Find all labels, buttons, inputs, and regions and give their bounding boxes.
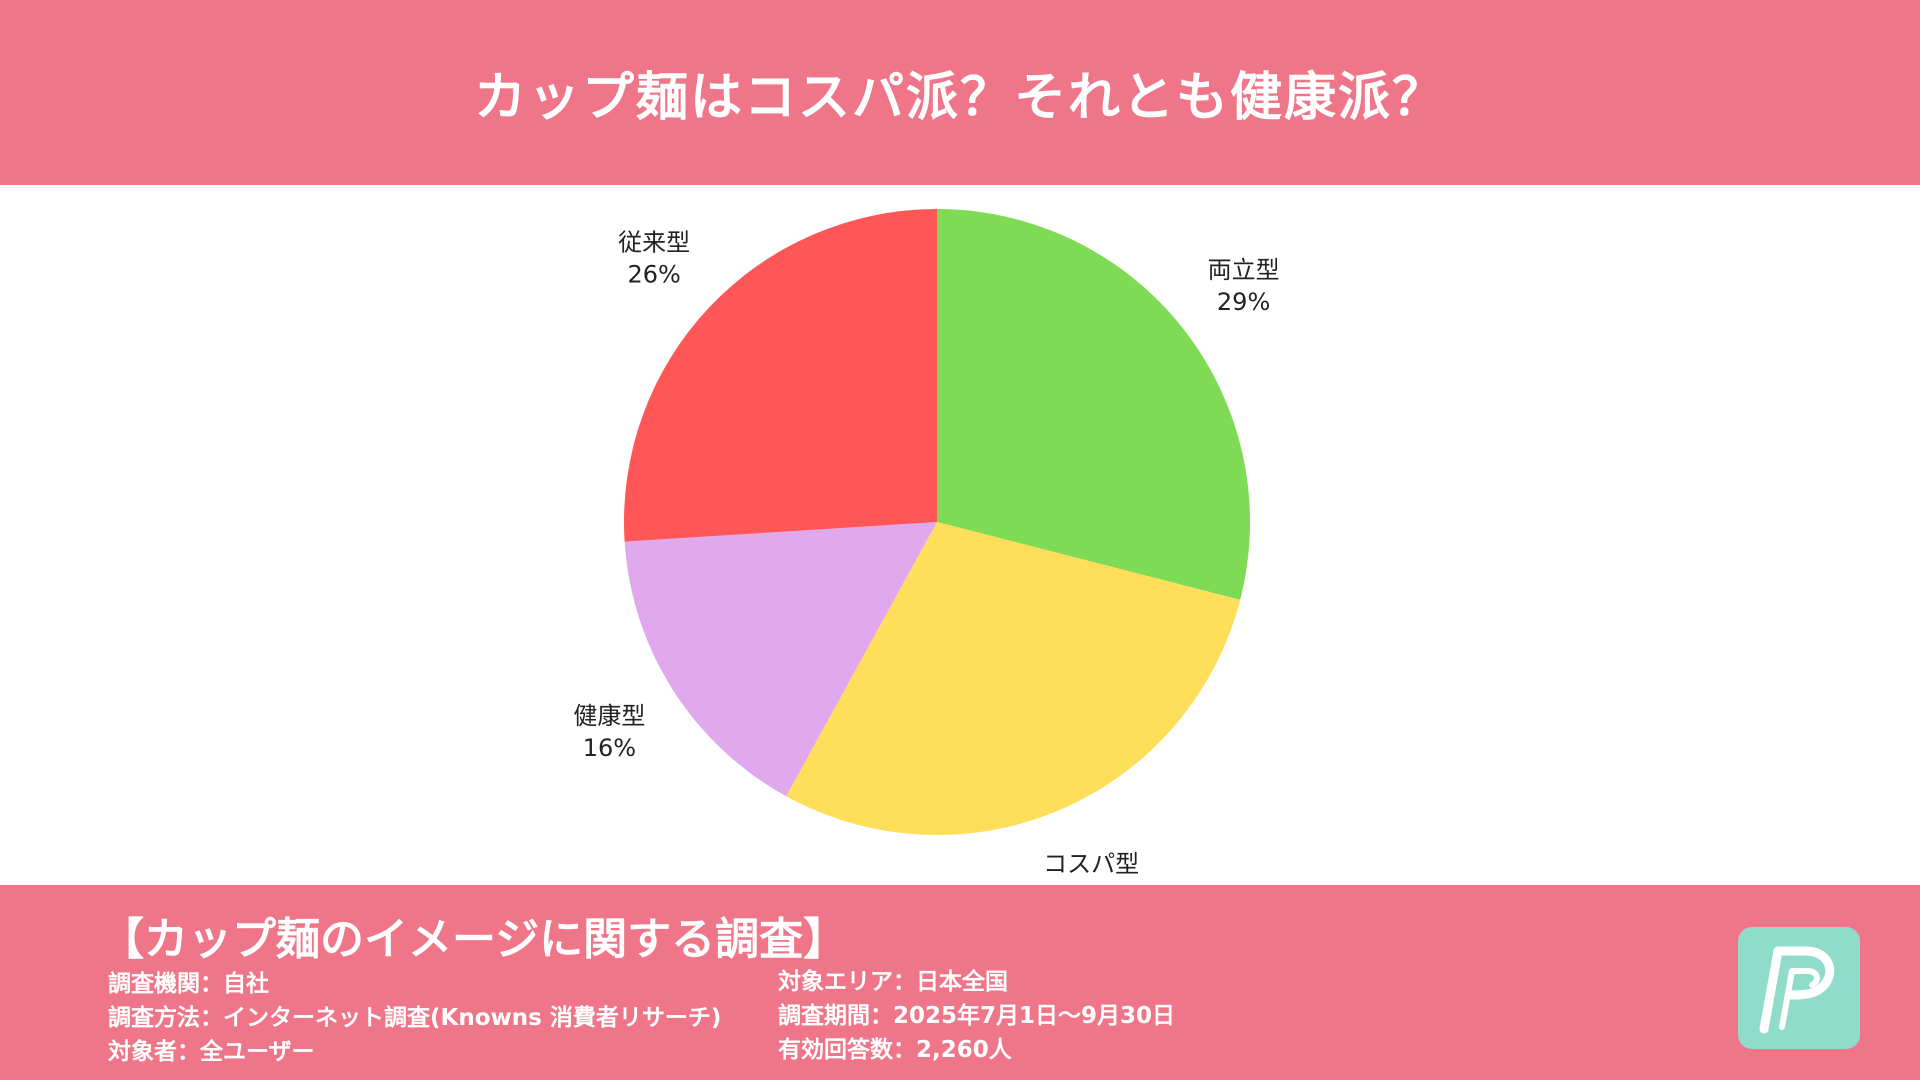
survey-info-left: 調査機関：自社 調査方法：インターネット調査(Knowns 消費者リサーチ) 対… (108, 967, 721, 1069)
pie-slice-ryoritsu (937, 209, 1250, 600)
slice-label-kenko: 健康型 (573, 702, 645, 730)
survey-area: 対象エリア：日本全国 (778, 969, 1008, 995)
pie-chart: 両立型 29% コスパ型 29% 健康型 16% 従来型 26% (573, 209, 1280, 885)
pie-slice-jurai (624, 209, 937, 542)
survey-respondents: 有効回答数：2,260人 (778, 1037, 1012, 1063)
footer-band: 【カップ麺のイメージに関する調査】 調査機関：自社 調査方法：インターネット調査… (0, 885, 1920, 1080)
p-logo-icon (1738, 927, 1860, 1049)
survey-info-right: 対象エリア：日本全国 調査期間：2025年7月1日〜9月30日 有効回答数：2,… (778, 965, 1175, 1067)
slice-value-kenko: 16% (583, 734, 636, 762)
slice-value-ryoritsu: 29% (1217, 288, 1270, 316)
survey-org: 調査機関：自社 (108, 971, 269, 997)
slice-label-ryoritsu: 両立型 (1208, 256, 1280, 284)
slice-label-jurai: 従来型 (618, 228, 690, 256)
slice-value-jurai: 26% (627, 260, 680, 288)
slice-label-cospa: コスパ型 (1043, 850, 1139, 878)
survey-target: 対象者：全ユーザー (108, 1039, 315, 1065)
pie-slice-cospa (786, 522, 1241, 835)
survey-title: 【カップ麺のイメージに関する調査】 (100, 914, 848, 965)
chart-title: カップ麺はコスパ派？それとも健康派？ (473, 68, 1446, 128)
slice-value-cospa: 29% (1064, 882, 1117, 885)
survey-period: 調査期間：2025年7月1日〜9月30日 (778, 1003, 1176, 1029)
chart-area: 両立型 29% コスパ型 29% 健康型 16% 従来型 26% (0, 185, 1920, 885)
header-band: カップ麺はコスパ派？それとも健康派？ (0, 0, 1920, 185)
survey-method: 調査方法：インターネット調査(Knowns 消費者リサーチ) (108, 1005, 722, 1031)
pie-slice-kenko (624, 522, 937, 797)
